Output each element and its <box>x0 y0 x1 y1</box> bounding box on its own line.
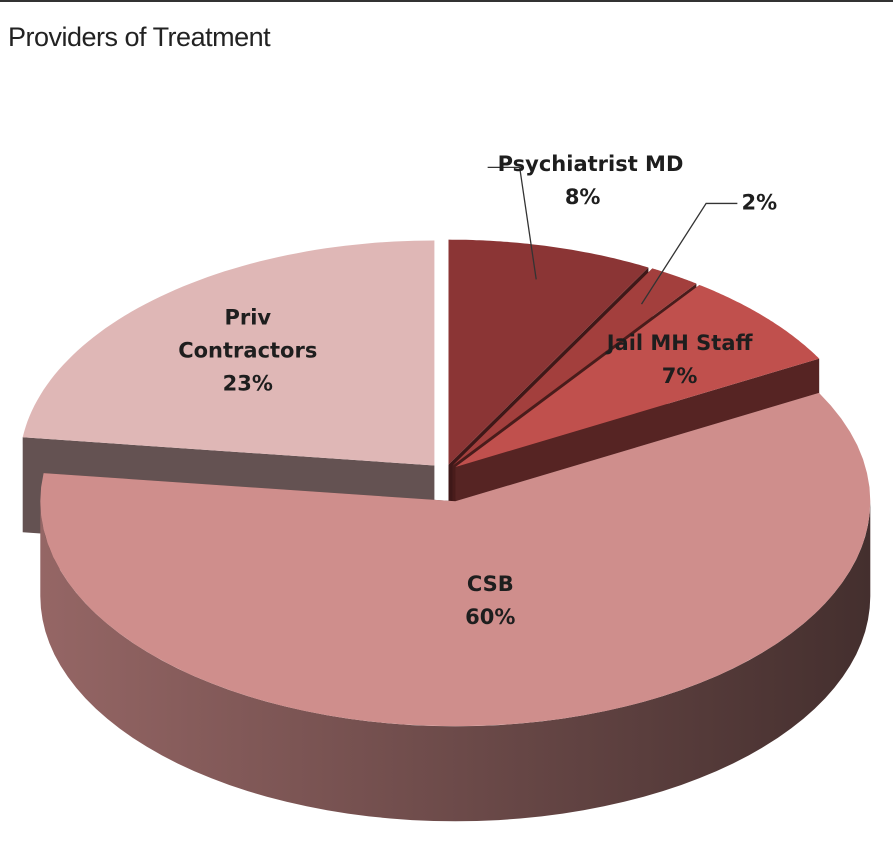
leader-line <box>487 166 537 280</box>
category-label: Psychiatrist MD <box>497 152 684 177</box>
value-label: 7% <box>661 363 698 388</box>
data-label: Jail MH Staff 7% <box>595 327 765 393</box>
slice-side <box>40 501 871 822</box>
category-label: Priv Contractors <box>178 305 318 363</box>
data-label: 2% <box>674 187 844 220</box>
data-label: CSB 60% <box>405 568 575 634</box>
leader-line <box>640 202 738 305</box>
value-label: 2% <box>741 190 778 215</box>
slice <box>22 240 435 466</box>
data-label: Priv Contractors 23% <box>163 301 333 400</box>
slice <box>40 392 871 727</box>
data-label: Psychiatrist MD 8% <box>497 148 684 214</box>
category-label: Jail MH Staff <box>606 330 753 355</box>
slice <box>455 285 820 467</box>
value-label: 60% <box>465 604 516 629</box>
slice <box>452 268 697 466</box>
value-label: 23% <box>222 371 273 396</box>
value-label: 8% <box>564 185 601 210</box>
category-label: CSB <box>466 571 514 596</box>
chart-title: Providers of Treatment <box>8 22 271 52</box>
slice <box>448 239 649 465</box>
